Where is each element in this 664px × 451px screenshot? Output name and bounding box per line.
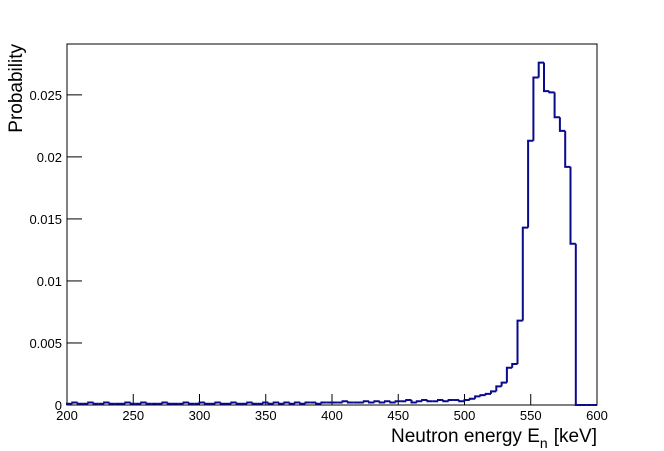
histogram-bin xyxy=(267,402,274,405)
histogram-bin xyxy=(389,401,396,404)
histogram-bin xyxy=(474,395,481,399)
histogram-bin xyxy=(293,401,301,404)
histogram-bin xyxy=(166,402,173,405)
histogram-bin xyxy=(304,401,311,404)
x-axis-title-unit: [keV] xyxy=(554,426,597,447)
histogram-bin xyxy=(527,139,534,228)
histogram-bin xyxy=(299,402,306,405)
histogram-bin xyxy=(161,401,168,404)
x-tick-label: 500 xyxy=(454,408,476,423)
histogram-bin xyxy=(447,399,454,402)
histogram-bin xyxy=(495,385,502,392)
histogram-bin xyxy=(373,400,380,403)
y-tick-label: 0.025 xyxy=(29,88,62,103)
histogram-bin xyxy=(368,401,375,404)
histogram-bin xyxy=(543,62,550,93)
histogram-bin xyxy=(187,402,195,405)
y-tick-label: 0 xyxy=(55,398,62,413)
histogram-bin xyxy=(521,226,529,321)
histogram-bin xyxy=(87,401,94,404)
histogram-bin xyxy=(378,401,385,404)
histogram-bin xyxy=(505,366,513,383)
histogram-bin xyxy=(362,400,370,403)
histogram-bin xyxy=(484,392,491,396)
histogram-bin xyxy=(346,401,354,404)
x-axis-title-sub: n xyxy=(540,435,548,451)
histogram-bin xyxy=(410,400,417,404)
histogram-bin xyxy=(76,402,83,405)
histogram-bin xyxy=(421,399,428,402)
x-tick-label: 350 xyxy=(255,408,277,423)
histogram-bin xyxy=(235,402,242,405)
histogram-bin xyxy=(219,402,226,405)
histogram-bin xyxy=(198,401,205,404)
histogram-bin xyxy=(214,401,221,404)
histogram-bin xyxy=(182,401,189,404)
x-tick-label: 450 xyxy=(387,408,409,423)
histogram-bin xyxy=(145,402,152,405)
y-tick-label: 0.02 xyxy=(37,150,62,165)
histogram-bin xyxy=(246,401,253,404)
y-tick-label: 0.015 xyxy=(29,212,62,227)
histogram-bin xyxy=(66,402,73,405)
histogram-bin xyxy=(341,400,348,403)
histogram-bin xyxy=(442,400,449,403)
histogram-bin xyxy=(458,400,465,403)
histogram-bin xyxy=(92,402,99,405)
histogram-bin xyxy=(569,166,576,245)
histogram-bin xyxy=(516,319,523,365)
x-tick-label: 250 xyxy=(122,408,144,423)
histogram-bin xyxy=(437,399,444,402)
histogram-bin xyxy=(532,76,539,141)
histogram-bin xyxy=(564,130,571,168)
histogram-bin xyxy=(278,402,285,405)
x-tick-label: 200 xyxy=(56,408,78,423)
histogram-bin xyxy=(124,401,131,404)
histogram-bin xyxy=(479,394,486,397)
histogram-bin xyxy=(558,117,566,132)
y-tick-label: 0.01 xyxy=(37,274,62,289)
x-axis-title-main: Neutron energy E xyxy=(391,426,540,447)
histogram-bin xyxy=(511,363,518,368)
x-tick-label: 400 xyxy=(321,408,343,423)
histogram-bin xyxy=(490,390,497,394)
histogram-bin xyxy=(468,397,476,401)
histogram-bin xyxy=(288,402,295,405)
histogram-bin xyxy=(315,402,322,405)
histogram-bin xyxy=(251,402,258,405)
histogram-bin xyxy=(230,401,237,404)
histogram-bin xyxy=(574,243,582,406)
histogram-bin xyxy=(415,400,423,403)
histogram-bin xyxy=(548,91,555,94)
y-axis-title: Probability xyxy=(6,44,27,133)
histogram-bin xyxy=(405,399,412,402)
x-tick-label: 300 xyxy=(189,408,211,423)
histogram-bin xyxy=(537,61,544,78)
histogram-bin xyxy=(463,399,470,402)
histogram-bin xyxy=(500,381,507,387)
x-tick-label: 550 xyxy=(520,408,542,423)
x-axis-title: Neutron energy En [keV] xyxy=(391,426,597,451)
histogram-bin xyxy=(129,402,136,405)
histogram-bin xyxy=(140,401,147,404)
histogram-bin xyxy=(71,401,78,404)
histogram-bin xyxy=(262,401,269,404)
y-tick-label: 0.005 xyxy=(29,336,62,351)
histogram-bin xyxy=(108,402,115,405)
histogram-bin xyxy=(203,402,211,405)
histogram-bin xyxy=(553,92,560,119)
x-tick-label: 600 xyxy=(586,408,608,423)
histogram-bin xyxy=(103,401,110,404)
histogram-bin xyxy=(394,400,401,403)
histogram-bin xyxy=(426,400,433,403)
histogram-bin xyxy=(320,401,327,404)
histogram-bin xyxy=(283,401,290,404)
histogram-bin xyxy=(272,401,279,404)
histogram-bin xyxy=(384,400,391,403)
